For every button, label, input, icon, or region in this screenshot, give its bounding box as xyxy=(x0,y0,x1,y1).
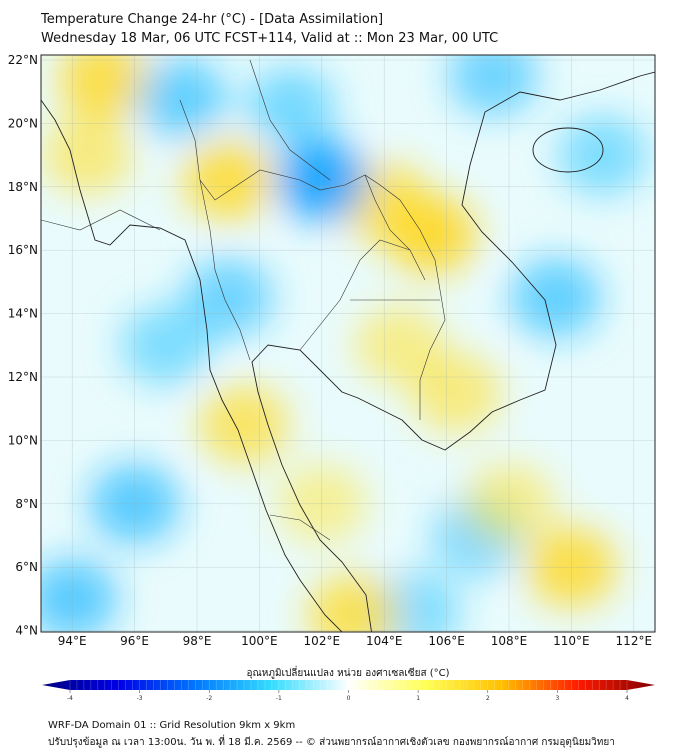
lat-tick-label: 8°N xyxy=(15,497,38,511)
colorbar-tick-label: -1 xyxy=(276,695,282,702)
lat-tick-label: 4°N xyxy=(15,624,38,638)
lat-tick-label: 10°N xyxy=(8,433,38,447)
coastline xyxy=(41,71,655,632)
lon-tick-label: 98°E xyxy=(183,634,212,648)
lat-tick-label: 6°N xyxy=(15,560,38,574)
lat-tick-label: 20°N xyxy=(8,116,38,130)
lat-tick-label: 12°N xyxy=(8,370,38,384)
colorbar-tick-label: -3 xyxy=(137,695,143,702)
country-borders xyxy=(41,59,446,541)
anomaly-blob xyxy=(448,55,539,116)
colorbar-tick-label: 0 xyxy=(347,695,351,702)
colorbar-tick-label: -4 xyxy=(67,695,73,702)
colorbar: -4 -3 -2 -1 0 1 2 3 4 xyxy=(42,680,655,702)
anomaly-blob xyxy=(42,115,133,196)
lon-tick-label: 112°E xyxy=(616,634,653,648)
anomaly-blob xyxy=(354,305,445,386)
lon-tick-label: 106°E xyxy=(428,634,465,648)
footer-update-info: ปรับปรุงข้อมูล ณ เวลา 13:00น. วัน พ. ที่… xyxy=(48,737,615,748)
chart-subtitle: Wednesday 18 Mar, 06 UTC FCST+114, Valid… xyxy=(41,31,499,46)
lat-tick-label: 22°N xyxy=(8,53,38,67)
lat-tick-label: 16°N xyxy=(8,243,38,257)
anomaly-blob xyxy=(198,384,289,465)
anomaly-blob xyxy=(510,257,601,338)
lat-tick-label: 18°N xyxy=(8,180,38,194)
colorbar-tick-label: -2 xyxy=(206,695,212,702)
lon-tick-label: 108°E xyxy=(491,634,528,648)
lon-tick-label: 102°E xyxy=(304,634,341,648)
anomaly-blob xyxy=(245,67,336,148)
anomaly-blob xyxy=(120,305,211,386)
anomaly-blob xyxy=(41,558,118,632)
anomaly-blob xyxy=(58,55,149,120)
chart-title: Temperature Change 24-hr (°C) - [Data As… xyxy=(41,12,384,27)
lon-tick-label: 96°E xyxy=(120,634,149,648)
colorbar-label: อุณหภูมิเปลี่ยนแปลง หน่วย องศาเซลเซียส (… xyxy=(246,668,450,679)
colorbar-tick-label: 3 xyxy=(555,695,559,702)
lon-tick-label: 100°E xyxy=(241,634,278,648)
anomaly-blob xyxy=(136,58,227,139)
colorbar-tick-label: 1 xyxy=(416,695,420,702)
anomaly-blob xyxy=(183,140,274,221)
anomaly-blob xyxy=(410,352,501,433)
colorbar-tick-label: 2 xyxy=(486,695,490,702)
lon-tick-label: 94°E xyxy=(58,634,87,648)
lon-tick-label: 104°E xyxy=(366,634,403,648)
lat-tick-label: 14°N xyxy=(8,307,38,321)
anomaly-blob xyxy=(308,574,398,632)
footer-model-info: WRF-DA Domain 01 :: Grid Resolution 9km … xyxy=(48,720,296,731)
lon-tick-label: 110°E xyxy=(553,634,590,648)
colorbar-gradient xyxy=(42,680,655,690)
colorbar-tick-label: 4 xyxy=(625,695,629,702)
